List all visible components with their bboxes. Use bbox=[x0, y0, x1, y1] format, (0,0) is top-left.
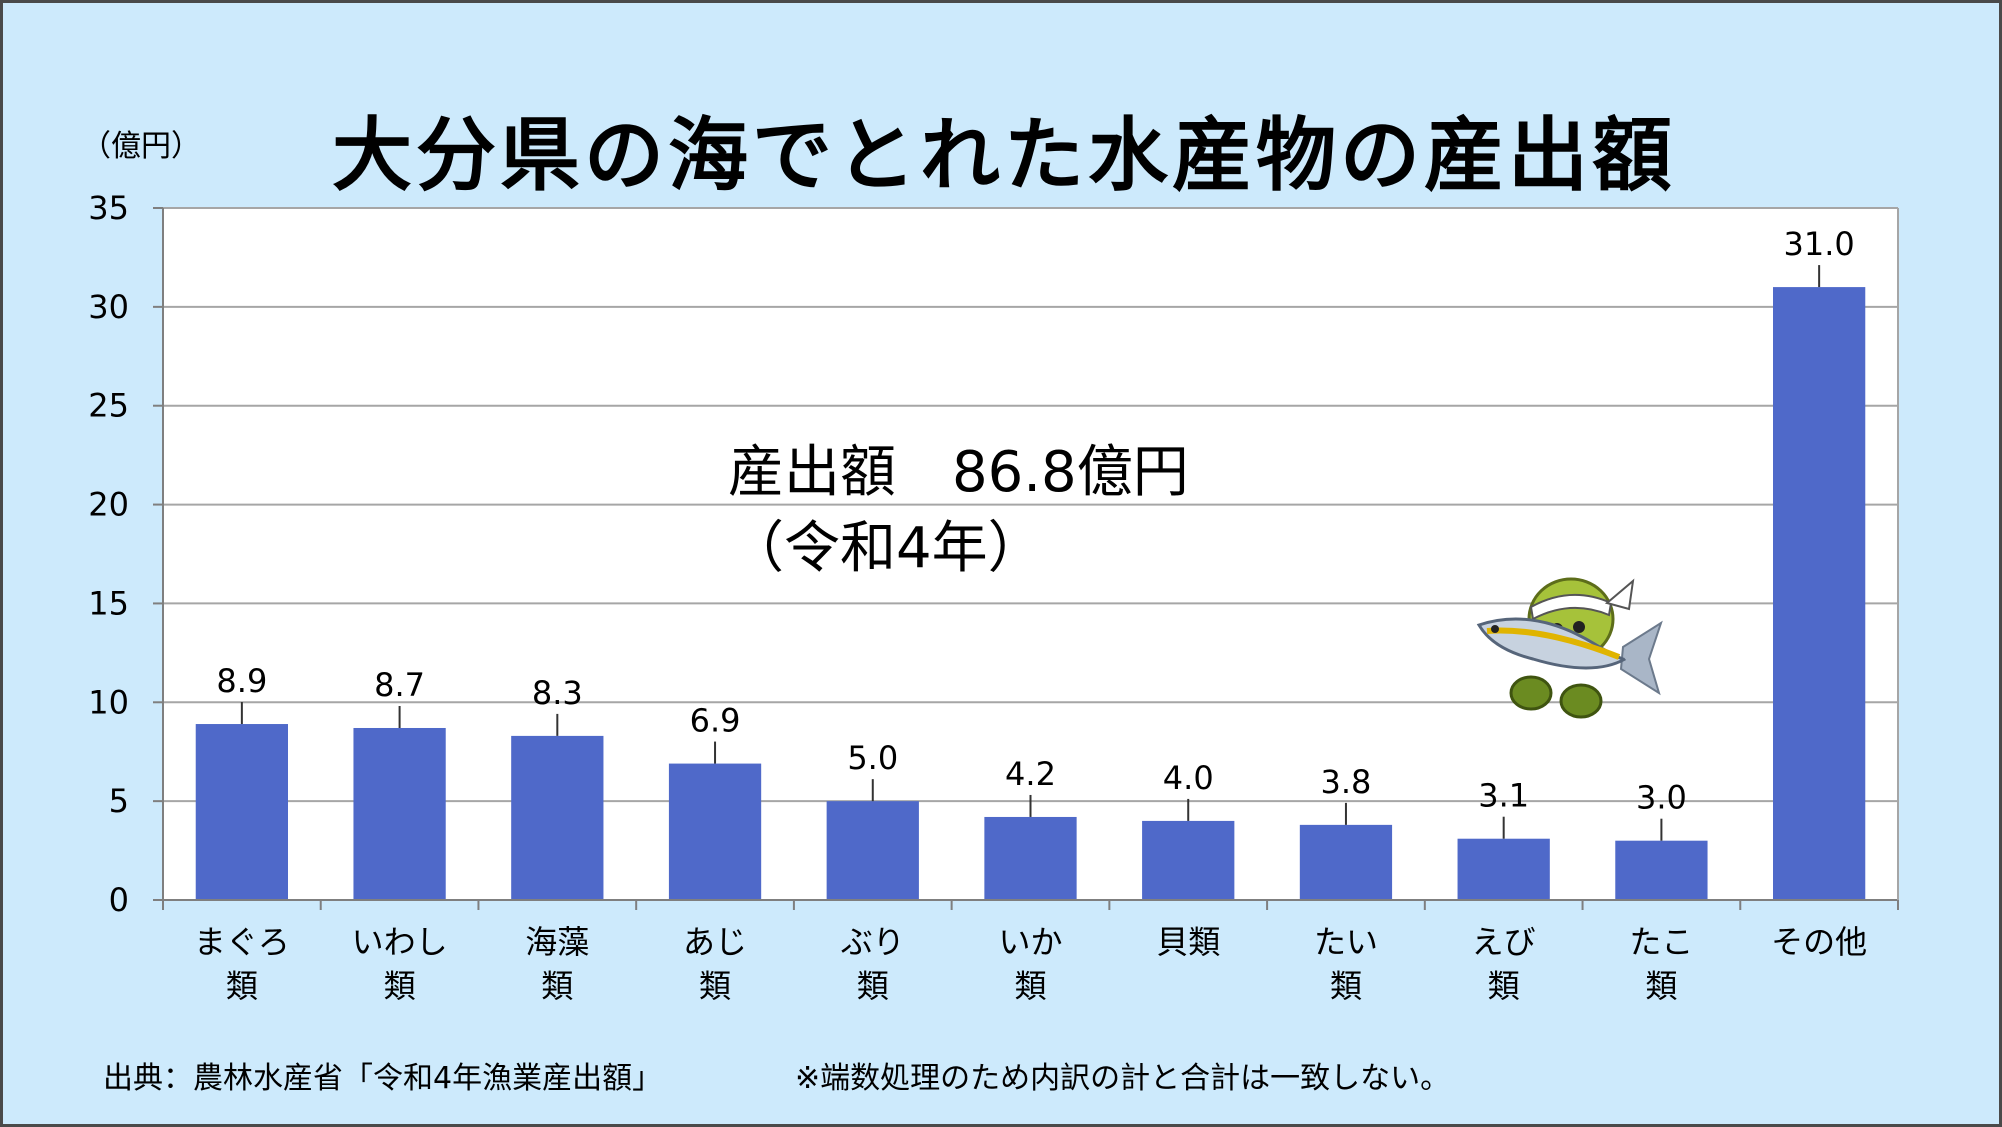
category-label: その他 bbox=[1771, 923, 1867, 961]
category-label: いか bbox=[998, 923, 1062, 961]
source-citation: 出典：農林水産省「令和4年漁業産出額」 bbox=[103, 1061, 663, 1096]
data-label: 3.0 bbox=[1636, 779, 1687, 817]
bar bbox=[1773, 287, 1866, 901]
data-label: 4.0 bbox=[1163, 759, 1214, 797]
category-label: まぐろ bbox=[194, 923, 290, 961]
bars: 8.9 8.7 8.3 6.9 5.0 4.2 4.0 3.8 3.1 3.0 31.0 bbox=[195, 225, 1866, 901]
bar bbox=[1457, 838, 1550, 900]
data-label: 3.8 bbox=[1321, 763, 1372, 801]
total-annotation-amount: 産出額 86.8億円 bbox=[728, 440, 1189, 505]
y-tick-label: 30 bbox=[88, 288, 129, 326]
y-tick-label: 0 bbox=[109, 881, 129, 919]
data-label: 31.0 bbox=[1784, 225, 1855, 263]
bar bbox=[1142, 820, 1235, 900]
total-annotation-year: （令和4年） bbox=[728, 516, 1044, 581]
bar bbox=[1615, 840, 1708, 900]
data-label: 8.7 bbox=[374, 666, 425, 704]
category-label: 類 bbox=[541, 967, 573, 1005]
bar bbox=[1299, 824, 1393, 900]
data-label: 6.9 bbox=[690, 702, 741, 740]
data-label: 4.2 bbox=[1005, 755, 1056, 793]
category-label: 類 bbox=[226, 967, 258, 1005]
bar bbox=[353, 727, 446, 900]
bar bbox=[511, 735, 604, 900]
plot-area bbox=[163, 208, 1898, 900]
y-tick-label: 25 bbox=[88, 387, 129, 425]
category-label: えび bbox=[1472, 923, 1536, 961]
category-label: 貝類 bbox=[1156, 923, 1220, 961]
bar bbox=[668, 763, 762, 900]
category-label: 類 bbox=[1014, 967, 1046, 1005]
category-label: 類 bbox=[1330, 967, 1362, 1005]
category-label: 類 bbox=[384, 967, 416, 1005]
category-label: 海藻 bbox=[525, 923, 589, 961]
category-label: 類 bbox=[1645, 967, 1677, 1005]
category-label: いわし bbox=[352, 923, 448, 961]
y-tick-label: 10 bbox=[88, 683, 129, 721]
y-tick-label: 35 bbox=[88, 189, 129, 227]
category-label: 類 bbox=[1488, 967, 1520, 1005]
bar bbox=[826, 801, 919, 900]
category-label: ぶり bbox=[841, 923, 905, 961]
chart-title: 大分県の海でとれた水産物の産出額 bbox=[332, 109, 1676, 202]
axes bbox=[162, 208, 1899, 901]
category-label: 類 bbox=[699, 967, 731, 1005]
bar-chart: 0 5 10 15 20 25 30 35 8.9 8.7 8.3 6.9 5.0 4.2 4.0 3.8 3… bbox=[88, 189, 1899, 1005]
y-tick-label: 20 bbox=[88, 486, 129, 524]
gridline-group bbox=[163, 207, 1898, 803]
y-axis-ticks: 0 5 10 15 20 25 30 35 bbox=[88, 189, 163, 919]
bar bbox=[195, 724, 288, 900]
rounding-note: ※端数処理のため内訳の計と合計は一致しない。 bbox=[795, 1061, 1451, 1096]
category-label: 類 bbox=[857, 967, 889, 1005]
data-label: 8.3 bbox=[532, 674, 583, 712]
fish-mascot-icon bbox=[1476, 577, 1663, 719]
bar bbox=[984, 816, 1077, 900]
y-axis-unit-label: （億円） bbox=[81, 129, 201, 164]
data-label: 8.9 bbox=[216, 662, 267, 700]
category-label: たこ bbox=[1629, 923, 1693, 961]
total-annotation: 産出額 86.8億円 （令和4年） bbox=[728, 435, 1189, 587]
data-label: 3.1 bbox=[1478, 777, 1529, 815]
data-label: 5.0 bbox=[847, 739, 898, 777]
y-tick-label: 15 bbox=[88, 584, 129, 622]
y-tick-label: 5 bbox=[109, 782, 129, 820]
category-label: あじ bbox=[683, 923, 747, 961]
category-label: たい bbox=[1314, 923, 1378, 961]
